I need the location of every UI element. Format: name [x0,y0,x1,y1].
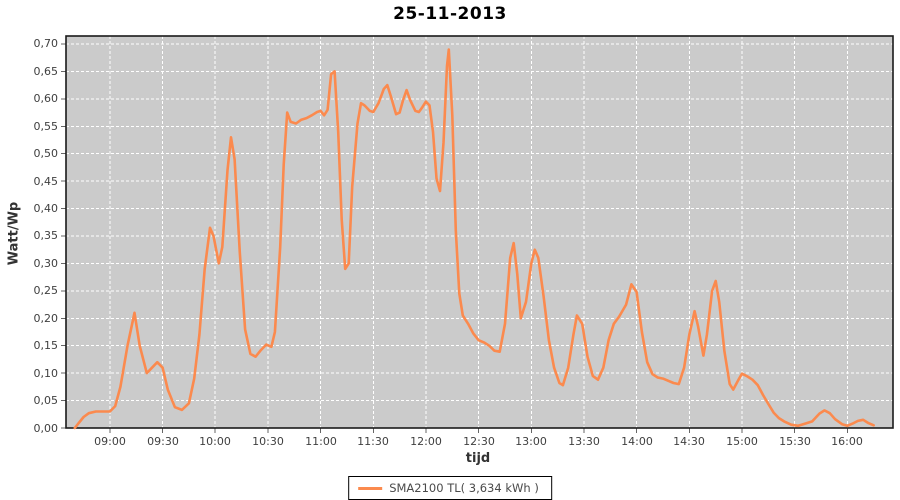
legend-series-label: SMA2100 TL( 3,634 kWh ) [389,481,539,495]
series-line [73,48,875,430]
legend: SMA2100 TL( 3,634 kWh ) [348,476,552,500]
y-tick-label: 0,20 [33,312,59,325]
plot-border [65,35,894,429]
y-tick-label: 0,00 [33,422,59,435]
plot-background [66,36,893,428]
y-tick-label: 0,40 [33,202,59,215]
x-tick-label: 16:00 [831,435,863,448]
x-tick-label: 11:30 [357,435,389,448]
y-tick-label: 0,10 [33,367,59,380]
y-tick-label: 0,50 [33,147,59,160]
y-tick-label: 0,30 [33,257,59,270]
y-tick-label: 0,15 [33,339,59,352]
x-tick-label: 13:00 [515,435,547,448]
y-tick-label: 0,60 [33,92,59,105]
x-tick-label: 14:00 [621,435,653,448]
legend-line-swatch [358,486,383,490]
y-axis-title: Watt/Wp [6,201,22,266]
y-tick-label: 0,70 [33,37,59,50]
y-tick-label: 0,45 [33,175,59,188]
x-tick-label: 09:30 [147,435,179,448]
x-tick-label: 10:00 [199,435,231,448]
x-axis-title: tijd [465,451,491,466]
y-tick-label: 0,65 [33,65,59,78]
x-tick-label: 11:00 [305,435,337,448]
y-tick-label: 0,05 [33,394,59,407]
x-tick-label: 12:00 [410,435,442,448]
y-tick-label: 0,35 [33,229,59,242]
chart-title: 25-11-2013 [393,4,507,24]
x-tick-label: 15:30 [779,435,811,448]
x-tick-label: 10:30 [252,435,284,448]
x-tick-label: 13:30 [568,435,600,448]
x-tick-label: 12:30 [463,435,495,448]
x-tick-label: 15:00 [726,435,758,448]
x-tick-label: 09:00 [94,435,126,448]
y-tick-label: 0,55 [33,120,59,133]
x-tick-label: 14:30 [673,435,705,448]
y-tick-label: 0,25 [33,284,59,297]
